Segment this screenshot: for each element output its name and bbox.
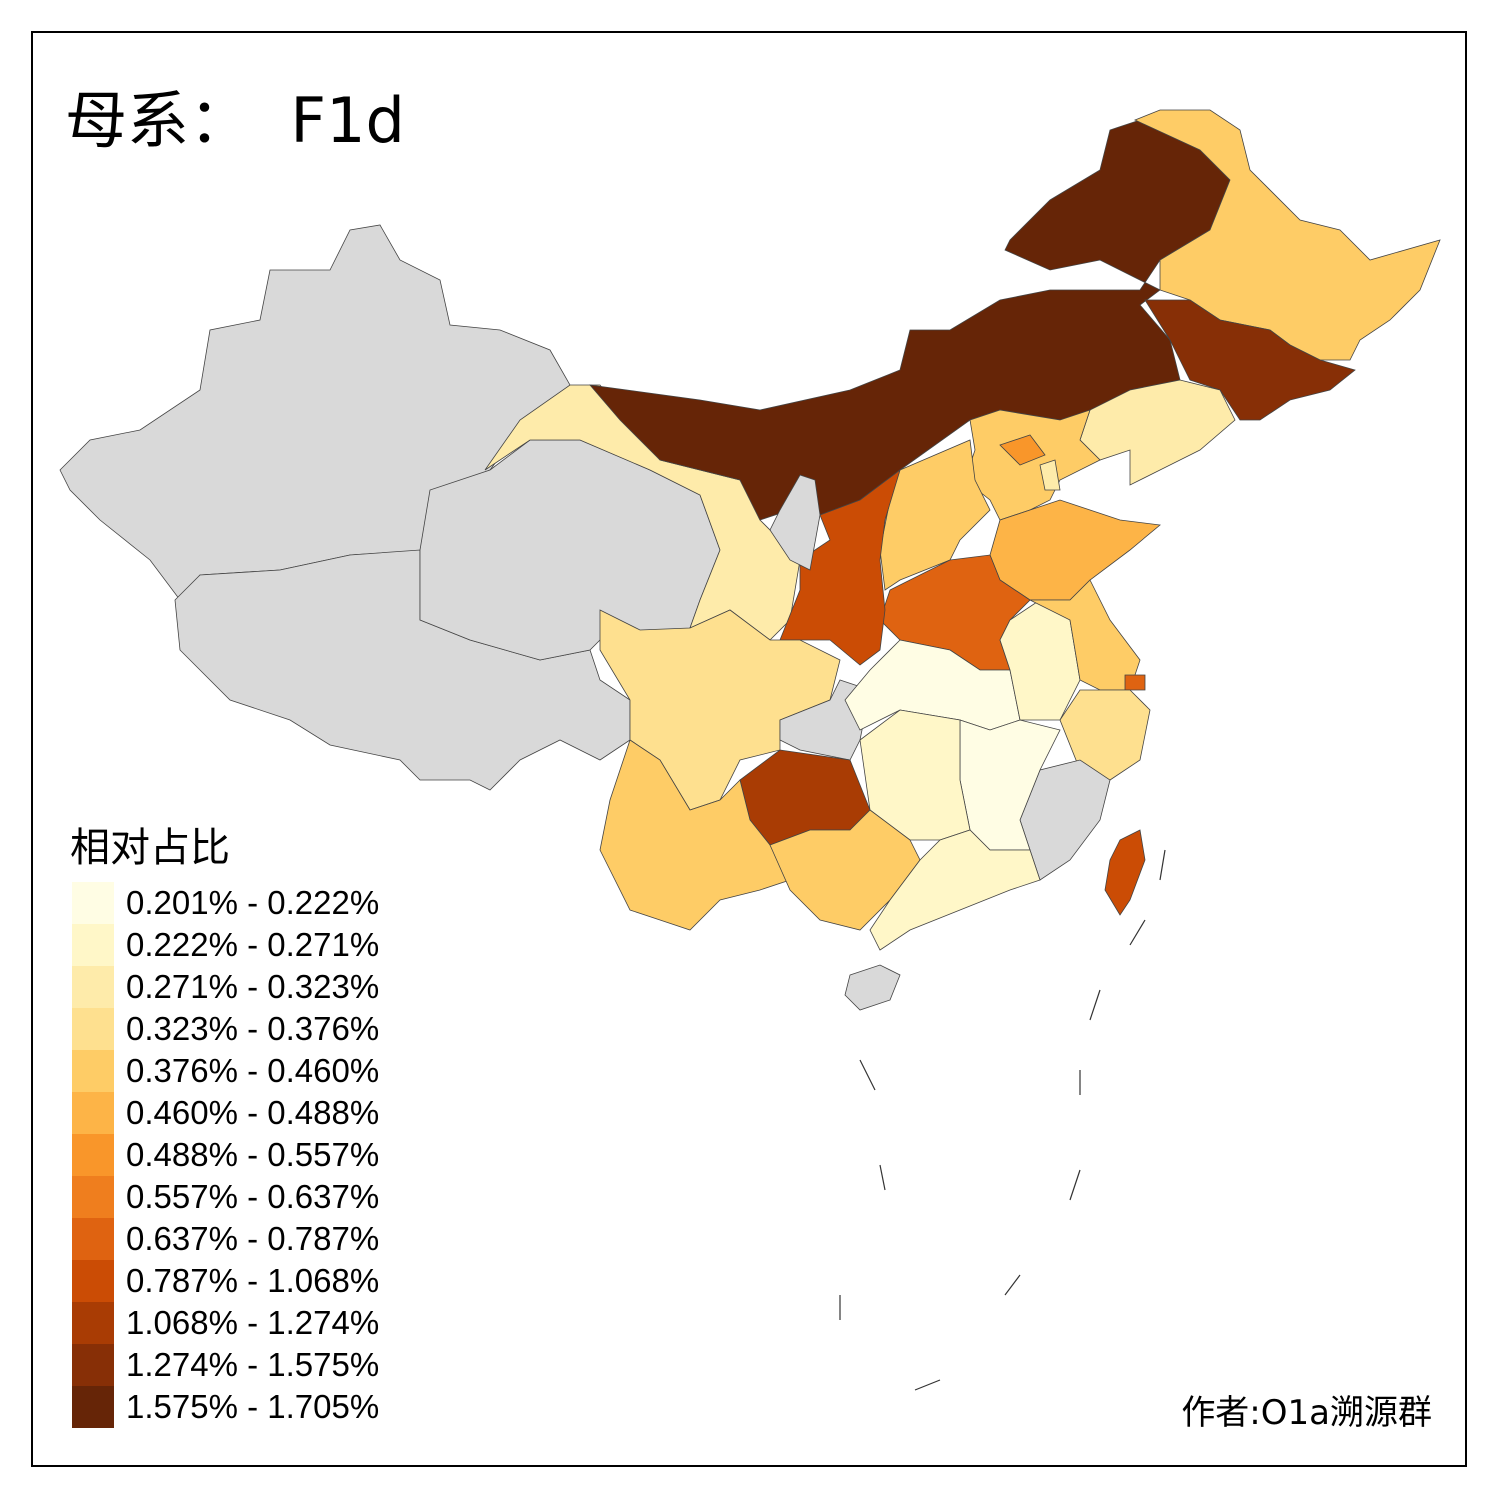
region-shandong	[989, 499, 1161, 601]
nine-dash-line-segment	[879, 1164, 886, 1191]
nine-dash-line-segment	[1129, 919, 1146, 946]
legend-item: 0.201% - 0.222%	[72, 882, 379, 924]
legend-swatch	[72, 1344, 114, 1386]
legend-label: 1.274% - 1.575%	[126, 1346, 380, 1383]
region-fujian	[1019, 759, 1111, 881]
legend-swatch	[72, 1176, 114, 1218]
region-taiwan	[1104, 829, 1146, 916]
legend-title: 相对占比	[70, 825, 230, 871]
map-title: 母系： F1d	[65, 84, 405, 157]
legend-swatch	[72, 1386, 114, 1428]
legend-label: 0.637% - 0.787%	[126, 1220, 380, 1257]
legend-swatch	[72, 1092, 114, 1134]
legend-swatch	[72, 1050, 114, 1092]
legend-item: 0.787% - 1.068%	[72, 1260, 379, 1302]
nine-dash-line-segment	[1159, 849, 1166, 881]
legend-label: 0.557% - 0.637%	[126, 1178, 380, 1215]
legend-item: 0.323% - 0.376%	[72, 1008, 379, 1050]
legend-label: 0.376% - 0.460%	[126, 1052, 380, 1089]
region-tibet	[174, 549, 631, 791]
legend-item: 0.557% - 0.637%	[72, 1176, 379, 1218]
legend-swatch	[72, 1302, 114, 1344]
region-guangdong	[869, 829, 1041, 951]
legend-swatch	[72, 1260, 114, 1302]
region-shanghai	[1124, 674, 1146, 691]
legend-item: 0.271% - 0.323%	[72, 966, 379, 1008]
nine-dash-line-segment	[914, 1379, 941, 1391]
legend-label: 0.787% - 1.068%	[126, 1262, 380, 1299]
legend-label: 1.575% - 1.705%	[126, 1388, 380, 1425]
region-jilin	[1144, 299, 1356, 421]
legend-item: 0.222% - 0.271%	[72, 924, 379, 966]
legend-item: 1.575% - 1.705%	[72, 1386, 379, 1428]
region-tianjin	[1039, 459, 1061, 491]
legend-item: 1.274% - 1.575%	[72, 1344, 379, 1386]
legend-swatch	[72, 1008, 114, 1050]
author-credit: 作者:O1a溯源群	[1181, 1393, 1432, 1433]
legend-item: 0.376% - 0.460%	[72, 1050, 379, 1092]
legend-swatch	[72, 1218, 114, 1260]
region-beijing	[999, 434, 1046, 466]
legend-swatch	[72, 924, 114, 966]
region-ningxia	[769, 474, 821, 571]
legend-label: 0.323% - 0.376%	[126, 1010, 380, 1047]
legend-label: 0.488% - 0.557%	[126, 1136, 380, 1173]
nine-dash-line-segment	[859, 1059, 876, 1091]
legend-label: 0.201% - 0.222%	[126, 884, 380, 921]
legend-item: 1.068% - 1.274%	[72, 1302, 379, 1344]
legend-item: 0.637% - 0.787%	[72, 1218, 379, 1260]
legend-swatch	[72, 1134, 114, 1176]
nine-dash-line-segment	[1004, 1274, 1021, 1296]
legend-label: 1.068% - 1.274%	[126, 1304, 380, 1341]
legend-swatch	[72, 966, 114, 1008]
figure-border	[31, 31, 1467, 1467]
nine-dash-line-segment	[1089, 989, 1101, 1021]
legend-item: 0.488% - 0.557%	[72, 1134, 379, 1176]
legend-label: 0.222% - 0.271%	[126, 926, 380, 963]
legend-label: 0.460% - 0.488%	[126, 1094, 380, 1131]
region-hainan	[844, 964, 901, 1011]
nine-dash-line-segment	[1069, 1169, 1081, 1201]
legend: 0.201% - 0.222% 0.222% - 0.271% 0.271% - 0…	[72, 882, 379, 1428]
region-heilongjiang	[1133, 109, 1441, 361]
legend-swatch	[72, 882, 114, 924]
legend-label: 0.271% - 0.323%	[126, 968, 380, 1005]
legend-item: 0.460% - 0.488%	[72, 1092, 379, 1134]
